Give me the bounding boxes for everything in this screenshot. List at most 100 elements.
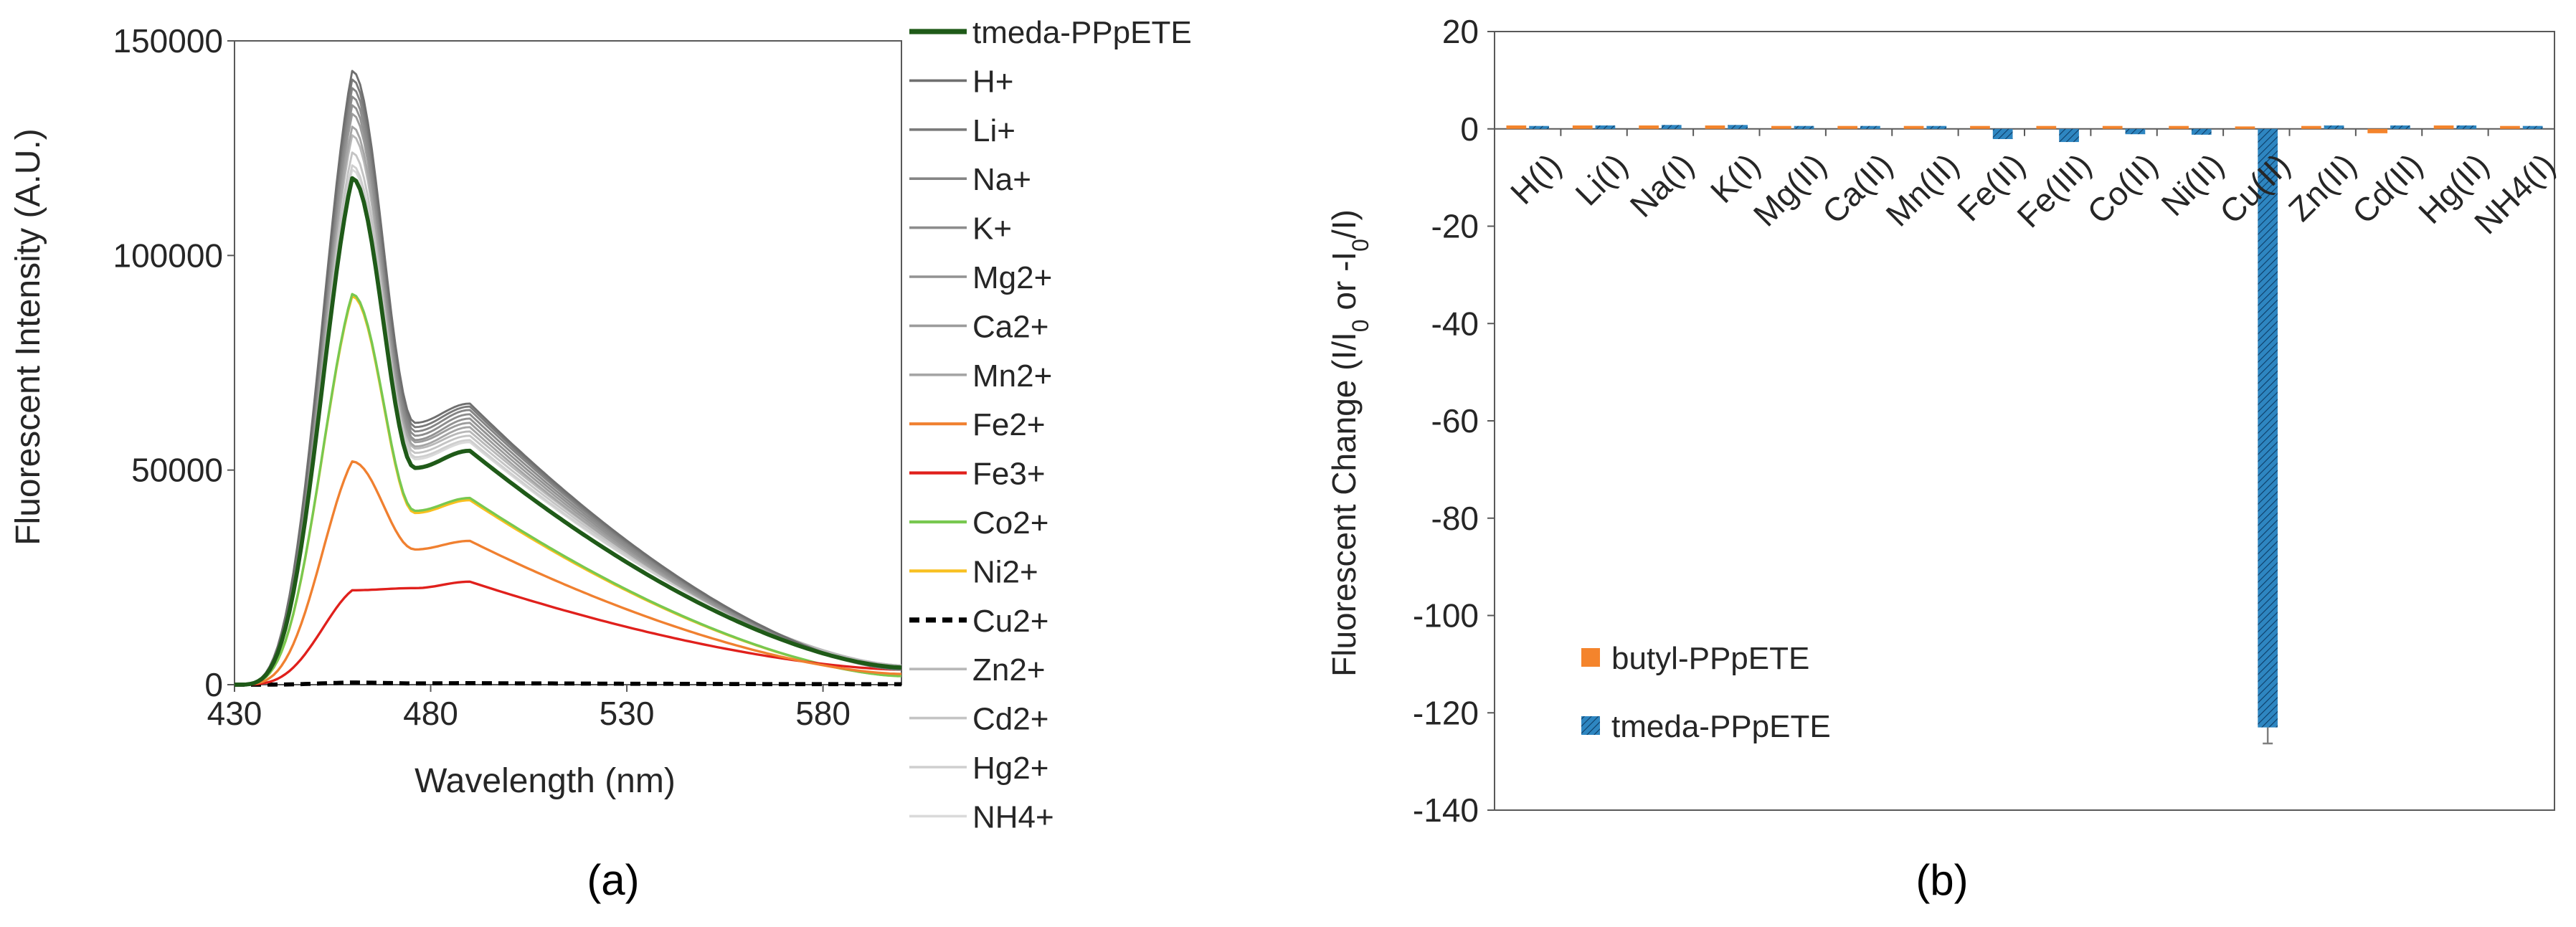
change-y-tick-label: 20 [1442, 13, 1479, 50]
spectra-legend: tmeda-PPpETE H+ Li+ Na+ K+ Mg2+ Ca2+ Mn2+ Fe2+ Fe… [909, 15, 1192, 835]
category-label: Fe(III) [2009, 146, 2098, 235]
bar-tmeda [2059, 128, 2079, 143]
bar-butyl [2102, 125, 2123, 129]
change-y-tick-label: -120 [1413, 694, 1479, 731]
bar-tmeda [2324, 125, 2344, 129]
legend-label: Fe3+ [972, 457, 1046, 492]
spectrum-line-ni2plus [235, 295, 902, 686]
spectrum-line-fe2plus [235, 460, 902, 686]
legend-label: Mn2+ [972, 358, 1052, 394]
spectra-y-tick-label: 100000 [113, 237, 224, 274]
change-y-tick-label: -40 [1431, 305, 1479, 342]
category-label: Ca(II) [1815, 146, 1900, 231]
bar-butyl [2235, 126, 2255, 129]
change-y-tick-label: -20 [1431, 208, 1479, 245]
bar-butyl [2433, 125, 2454, 129]
category-label: Mn(II) [1878, 146, 1966, 234]
category-label: Co(II) [2080, 146, 2164, 231]
category-label: Cd(II) [2345, 146, 2430, 231]
spectra-x-tick-label: 530 [600, 695, 655, 732]
legend-label: Fe2+ [972, 407, 1046, 442]
change-plot-frame [1494, 31, 2555, 811]
spectra-x-tick-label: 580 [795, 695, 851, 732]
bar-butyl [2036, 125, 2057, 129]
legend-label: tmeda-PPpETE [1611, 709, 1831, 744]
legend-label: Na+ [972, 162, 1031, 197]
legend-label: butyl-PPpETE [1611, 641, 1809, 676]
spectrum-line-tmeda-pppete [235, 176, 902, 687]
bar-tmeda [1661, 125, 1682, 129]
spectra-y-tick-label: 0 [204, 666, 223, 703]
spectrum-line-fe3plus [235, 580, 901, 686]
bar-butyl [1837, 125, 1858, 129]
bar-tmeda [1595, 125, 1616, 129]
bar-tmeda [1926, 125, 1947, 129]
spectra-plot-frame [234, 40, 902, 685]
spectrum-line-hplus [235, 70, 902, 686]
bar-butyl [2301, 125, 2321, 129]
change-y-tick-label: -140 [1413, 791, 1479, 829]
legend-label: H+ [972, 64, 1013, 99]
change-category-labels: H(I) Li(I)Na(I) K(I)Mg(II)Ca(II)Mn(II)Fe(I… [1503, 146, 2562, 242]
change-tick-labels: 20 0 -20 -40 -60 -80 -100 -120 -140 [1413, 13, 1479, 829]
change-axes [1487, 31, 2555, 811]
bar-tmeda [2258, 128, 2278, 728]
bar-tmeda [2522, 125, 2543, 129]
category-label: Na(I) [1623, 146, 1701, 224]
bar-tmeda [1728, 125, 1748, 129]
bar-tmeda [1992, 128, 2013, 140]
bar-butyl [2500, 125, 2520, 129]
change-y-tick-label: -60 [1431, 402, 1479, 439]
legend-label: Ca2+ [972, 309, 1048, 344]
spectrum-line-cu2plus [235, 680, 901, 687]
category-label: H(I) [1503, 146, 1568, 211]
bar-butyl [1506, 125, 1527, 129]
spectra-axes [227, 40, 902, 692]
change-y-tick-label: 0 [1460, 110, 1479, 148]
legend-label: Cd2+ [972, 702, 1048, 737]
bar-butyl [1572, 125, 1593, 129]
legend-label: Ni2+ [972, 554, 1038, 589]
bar-tmeda [2125, 128, 2146, 135]
panel-label-b: (b) [1916, 856, 1968, 904]
spectra-x-axis-label: Wavelength (nm) [415, 762, 676, 800]
legend-label: K+ [972, 211, 1012, 247]
spectra-chart: 0 50000 100000 150000 430 480 530 580 Wavelengt… [9, 15, 1192, 835]
category-label: Mg(II) [1746, 146, 1834, 234]
category-label: Cu(II) [2212, 146, 2297, 231]
change-y-tick-label: -80 [1431, 500, 1479, 537]
legend-label: Zn2+ [972, 652, 1046, 688]
panel-label-a: (a) [587, 856, 639, 904]
change-y-tick-label: -100 [1413, 597, 1479, 634]
legend-label: Li+ [972, 113, 1015, 148]
bar-butyl [1970, 125, 1990, 129]
spectra-y-tick-label: 150000 [113, 22, 224, 60]
spectra-y-axis-label: Fluorescent Intensity (A.U.) [9, 128, 47, 546]
bar-butyl [1903, 125, 1924, 129]
bar-butyl [1705, 125, 1725, 129]
bar-tmeda [1794, 125, 1814, 129]
spectrum-line-kplus [235, 95, 902, 686]
bar-butyl [2367, 128, 2388, 133]
change-y-axis-label: Fluorescent Change (I/I0 or -I0/I) [1325, 209, 1373, 677]
change-bars [1506, 125, 2543, 745]
category-label: Li(I) [1568, 146, 1634, 213]
spectra-tick-labels: 0 50000 100000 150000 430 480 530 580 [113, 22, 851, 732]
fluorescence-change-chart: 20 0 -20 -40 -60 -80 -100 -120 -140 H(I) Li(I)Na(… [1325, 13, 2562, 829]
legend-label: Hg2+ [972, 751, 1048, 786]
category-label: Zn(II) [2281, 146, 2363, 228]
spectrum-line-mg2plus [235, 104, 902, 686]
legend-label: Co2+ [972, 505, 1048, 541]
legend-label: NH4+ [972, 799, 1054, 835]
spectra-x-tick-label: 480 [403, 695, 458, 732]
bar-butyl [2169, 125, 2189, 129]
bar-butyl [1639, 125, 1659, 129]
bar-tmeda [2191, 128, 2212, 135]
change-legend: butyl-PPpETE tmeda-PPpETE [1581, 641, 1831, 744]
legend-label: Cu2+ [972, 604, 1048, 639]
legend-label: tmeda-PPpETE [972, 15, 1192, 50]
bar-butyl [1771, 125, 1791, 129]
bar-tmeda [1860, 125, 1880, 129]
spectrum-line-co2plus [235, 293, 902, 686]
